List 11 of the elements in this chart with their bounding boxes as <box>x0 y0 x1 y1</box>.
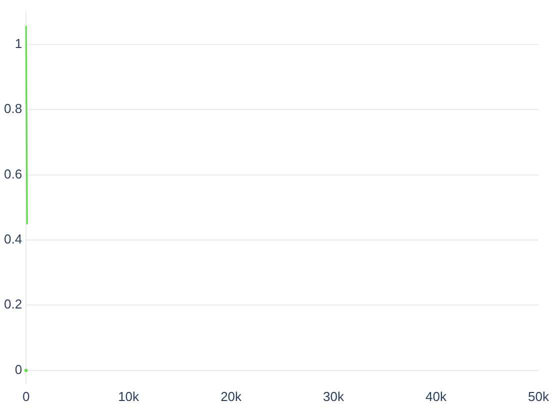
y-tick-label: 0.2 <box>4 296 22 312</box>
y-tick-label: 0.8 <box>4 101 22 116</box>
y-tick-label: 1 <box>14 36 22 51</box>
y-tick-label: 0 <box>14 362 22 377</box>
y-tick-label: 0.4 <box>4 232 22 247</box>
x-tick-label: 50k <box>528 388 550 404</box>
y-tick-label: 0.6 <box>4 166 22 182</box>
x-tick-label: 20k <box>220 388 242 404</box>
x-tick-label: 30k <box>323 388 345 404</box>
x-tick-label: 10k <box>118 388 140 404</box>
x-tick-label: 40k <box>426 388 448 404</box>
